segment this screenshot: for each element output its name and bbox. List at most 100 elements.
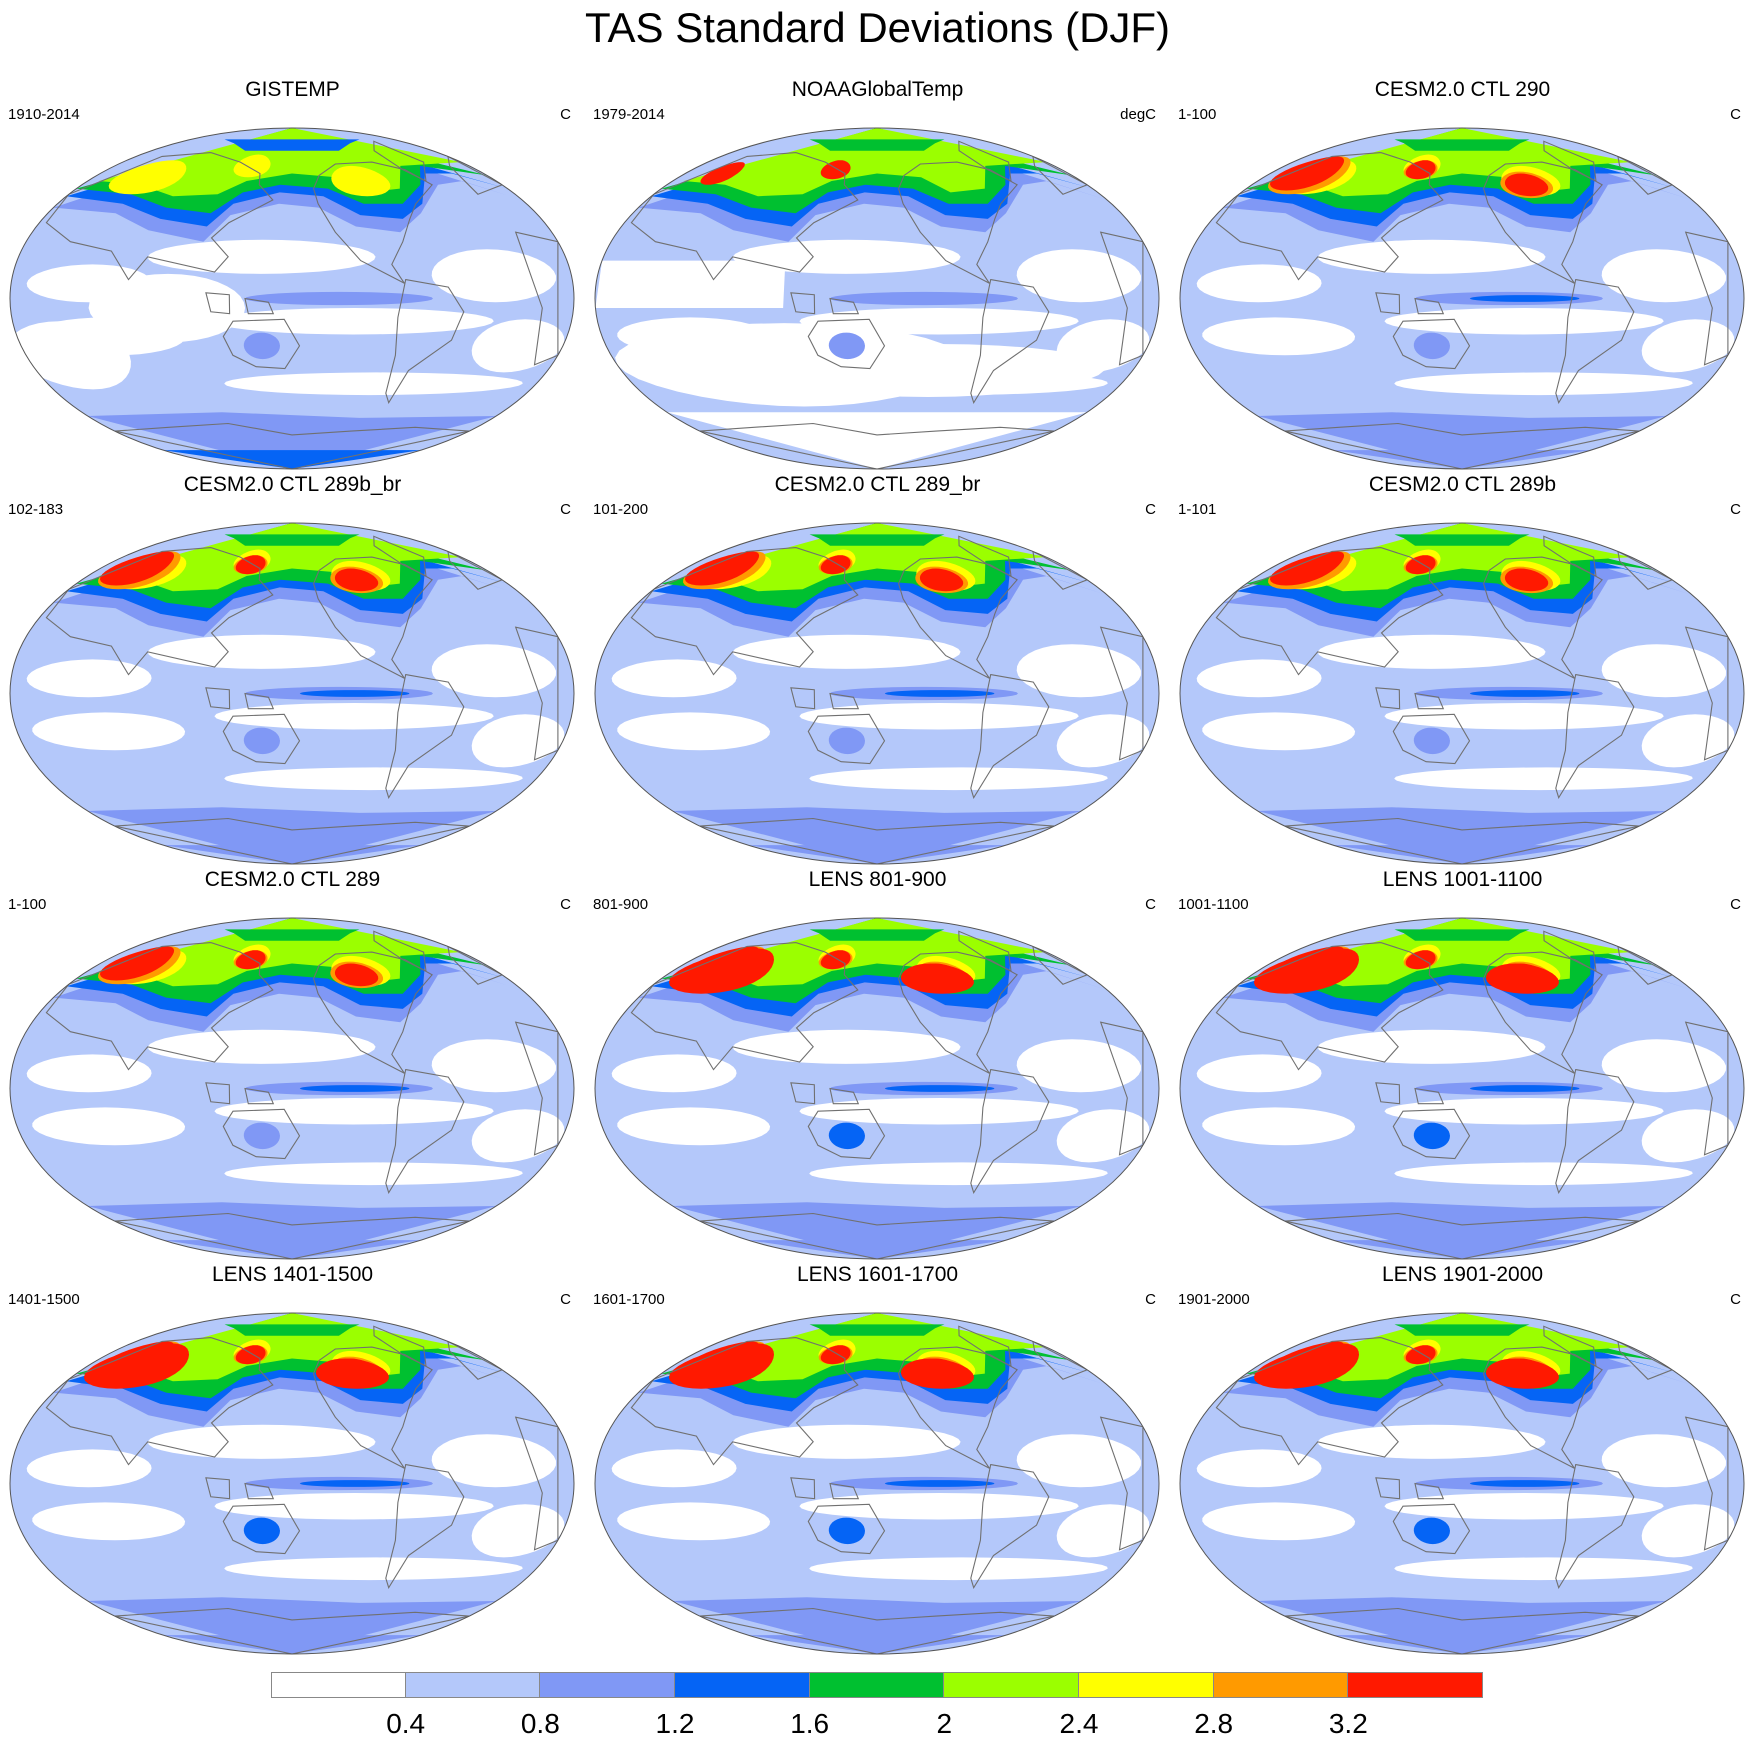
coastline-greenland xyxy=(1543,140,1597,182)
map-svg xyxy=(9,1312,575,1655)
low-variability-region xyxy=(32,1107,186,1146)
coastline-samerica xyxy=(385,1068,465,1195)
coastline-asia xyxy=(45,1337,274,1466)
low-variability-region xyxy=(1016,1039,1141,1093)
panel-title: CESM2.0 CTL 289_br xyxy=(774,473,981,496)
panel-title: CESM2.0 CTL 289b xyxy=(1368,473,1557,496)
low-variability-region xyxy=(471,1504,565,1558)
high-latitude-variability xyxy=(820,950,851,970)
land-variability-region xyxy=(828,1517,865,1545)
arctic-variability xyxy=(1394,929,1530,941)
coastline-africa xyxy=(514,1416,559,1551)
map-boundary xyxy=(1179,917,1745,1260)
coastline-asia xyxy=(45,547,274,676)
arctic-variability xyxy=(224,139,360,151)
map-panel: LENS 1001-1100 1001-1100 C xyxy=(1170,868,1755,1263)
low-variability-region xyxy=(1394,1162,1693,1186)
low-variability-region xyxy=(32,1502,186,1541)
low-variability-region xyxy=(799,1493,1079,1520)
low-variability-region xyxy=(1641,714,1735,768)
low-variability-region xyxy=(617,712,771,751)
coastline-africa xyxy=(514,1021,559,1156)
coastline-australia xyxy=(1392,1108,1471,1160)
coastline-antarctica xyxy=(114,1607,470,1654)
low-variability-region xyxy=(1202,317,1356,356)
map-boundary xyxy=(9,1312,575,1655)
coastline-australia xyxy=(807,318,886,370)
low-variability-region xyxy=(214,1098,494,1125)
low-variability-region xyxy=(1601,1434,1726,1488)
panel-units: C xyxy=(560,106,571,123)
low-variability-region xyxy=(1601,644,1726,698)
low-variability-region xyxy=(1317,1029,1546,1064)
coastline-antarctica xyxy=(699,422,1055,469)
map-panel: CESM2.0 CTL 289_br 101-200 C xyxy=(585,473,1170,868)
coastline-indonesia1 xyxy=(790,1477,816,1500)
coastline-indonesia1 xyxy=(1375,292,1401,315)
colorbar-swatch xyxy=(1213,1672,1349,1698)
high-latitude-variability xyxy=(235,950,266,970)
low-variability-region xyxy=(799,308,1079,335)
colorbar-swatch xyxy=(405,1672,541,1698)
coastline-australia xyxy=(222,1108,301,1160)
arctic-variability xyxy=(1394,1324,1530,1336)
coastline-indonesia1 xyxy=(790,1082,816,1105)
land-variability-region xyxy=(828,332,865,360)
high-latitude-variability xyxy=(235,555,266,575)
coastline-indonesia2 xyxy=(829,692,860,710)
low-variability-region xyxy=(26,1449,152,1488)
colorbar-frame xyxy=(271,1672,1483,1698)
low-variability-region xyxy=(732,634,961,669)
panel-units: degC xyxy=(1120,106,1156,123)
colorbar-label: 1.2 xyxy=(655,1708,695,1739)
high-latitude-variability xyxy=(1504,568,1549,592)
low-variability-region xyxy=(471,714,565,768)
coastline-australia xyxy=(807,713,886,765)
coastline-namerica xyxy=(313,556,433,679)
low-variability-region xyxy=(1641,319,1735,373)
land-variability-region xyxy=(1413,332,1450,360)
high-latitude-variability xyxy=(1270,551,1345,586)
enso-variability-region xyxy=(884,1085,995,1092)
map-panel: LENS 1401-1500 1401-1500 C xyxy=(0,1263,585,1658)
land-variability-region xyxy=(1413,1517,1450,1545)
colorbar-label: 3.2 xyxy=(1328,1708,1368,1739)
panel-period: 101-200 xyxy=(593,501,649,518)
land-variability-region xyxy=(828,1122,865,1150)
coastline-africa xyxy=(1684,231,1729,366)
low-variability-region xyxy=(10,321,131,390)
low-variability-region xyxy=(611,1449,737,1488)
high-latitude-variability xyxy=(1486,1358,1559,1389)
coastline-samerica xyxy=(385,278,465,405)
coastline-samerica xyxy=(1555,673,1635,800)
map-boundary xyxy=(9,127,575,470)
coastline-antarctica xyxy=(114,422,470,469)
high-latitude-variability xyxy=(334,963,379,987)
coastline-australia xyxy=(222,713,301,765)
coastline-africa xyxy=(514,231,559,366)
low-variability-region xyxy=(1317,1424,1546,1459)
low-variability-region xyxy=(1384,703,1664,730)
low-variability-region xyxy=(1016,644,1141,698)
coastline-samerica xyxy=(1555,1068,1635,1195)
coastline-greenland xyxy=(958,140,1012,182)
map-svg xyxy=(1179,127,1745,470)
map-svg xyxy=(9,917,575,1260)
coastline-antarctica xyxy=(1284,1212,1640,1259)
low-variability-region xyxy=(1196,264,1322,303)
coastline-namerica xyxy=(898,556,1018,679)
low-variability-region xyxy=(809,1162,1108,1186)
coastline-asia xyxy=(45,942,274,1071)
coastline-indonesia1 xyxy=(205,292,231,315)
map-boundary xyxy=(594,917,1160,1260)
colorbar-swatch xyxy=(809,1672,945,1698)
low-variability-region xyxy=(1317,634,1546,669)
arctic-variability xyxy=(809,139,945,151)
low-variability-region xyxy=(1317,239,1546,274)
high-latitude-variability xyxy=(1405,950,1436,970)
low-variability-region xyxy=(1202,1502,1356,1541)
land-variability-region xyxy=(1413,1122,1450,1150)
coastline-indonesia1 xyxy=(790,687,816,710)
map-panel: LENS 801-900 801-900 C xyxy=(585,868,1170,1263)
coastline-namerica xyxy=(1483,161,1603,284)
